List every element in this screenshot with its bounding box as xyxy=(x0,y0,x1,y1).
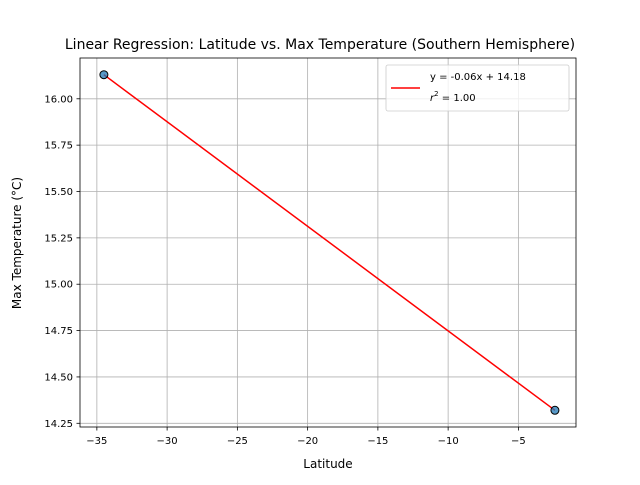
x-axis-title: Latitude xyxy=(303,457,352,471)
x-tick-label: −15 xyxy=(367,436,388,447)
chart-title: Linear Regression: Latitude vs. Max Temp… xyxy=(65,37,575,53)
grid xyxy=(80,58,576,427)
scatter-point xyxy=(550,405,560,415)
regression-line xyxy=(103,74,556,411)
y-tick-label: 15.00 xyxy=(44,280,73,291)
legend-r-value: = 1.00 xyxy=(439,93,476,104)
y-tick-label: 14.50 xyxy=(44,372,73,383)
x-tick-label: −25 xyxy=(227,436,248,447)
x-tick-label: −5 xyxy=(511,436,526,447)
y-tick-label: 15.25 xyxy=(44,233,73,244)
x-tick-label: −20 xyxy=(297,436,318,447)
x-tick-label: −10 xyxy=(438,436,459,447)
axis-ticks: −35 −30 −25 −20 −15 −10 −5 14.25 14.50 14.75 15.00… xyxy=(44,94,525,447)
legend-box xyxy=(385,64,570,112)
scatter-point xyxy=(99,70,109,80)
y-tick-label: 16.00 xyxy=(44,94,73,105)
y-tick-label: 14.75 xyxy=(44,326,73,337)
y-axis-title: Max Temperature (°C) xyxy=(10,177,24,309)
plot-data xyxy=(99,70,560,415)
x-tick-label: −35 xyxy=(86,436,107,447)
legend-r-exponent: 2 xyxy=(434,90,438,98)
y-tick-label: 15.50 xyxy=(44,187,73,198)
x-tick-label: −30 xyxy=(157,436,178,447)
y-tick-label: 15.75 xyxy=(44,141,73,152)
legend-r-squared: r2 = 1.00 xyxy=(430,90,476,104)
y-tick-label: 14.25 xyxy=(44,419,73,430)
plot-frame xyxy=(79,57,577,428)
legend-r-symbol: r xyxy=(430,93,435,104)
legend: y = -0.06x + 14.18 r2 = 1.00 xyxy=(385,64,570,112)
legend-equation: y = -0.06x + 14.18 xyxy=(430,72,526,83)
